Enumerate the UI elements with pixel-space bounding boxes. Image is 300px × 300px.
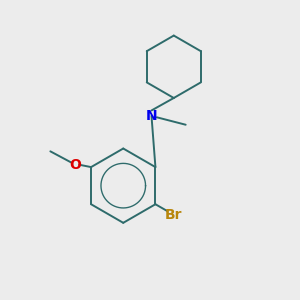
Text: Br: Br — [165, 208, 183, 222]
Text: O: O — [70, 158, 82, 172]
Text: N: N — [146, 109, 157, 123]
